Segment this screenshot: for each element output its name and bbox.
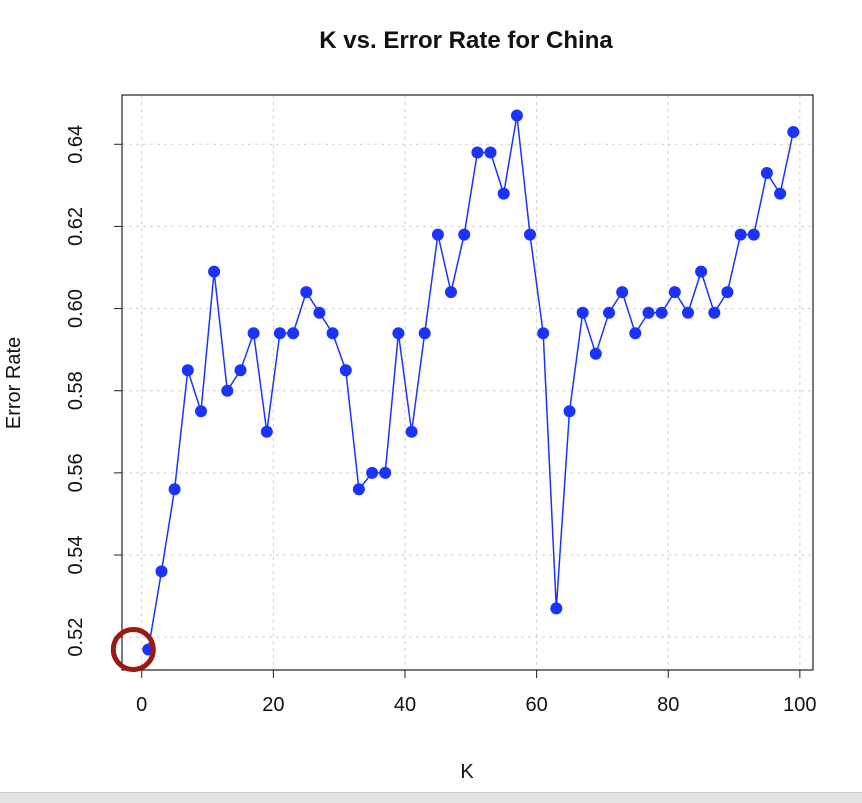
y-tick-label: 0.58 (65, 371, 87, 410)
data-point (603, 306, 615, 319)
data-point (695, 265, 708, 278)
axes: 0 20 40 60 80 100 0.52 0.54 0.56 0.58 0.60 0.62 0.64 (65, 94, 817, 716)
data-point (629, 327, 642, 340)
y-tick-label: 0.64 (65, 125, 87, 164)
highlight-circle-annotation (110, 627, 156, 672)
data-point (431, 228, 444, 241)
data-point (300, 286, 313, 299)
x-tick-label: 80 (657, 694, 679, 716)
data-point (747, 228, 760, 241)
y-tick-label: 0.62 (65, 207, 87, 246)
data-point (708, 306, 721, 319)
data-point (326, 327, 339, 340)
data-point (510, 109, 523, 122)
data-point (774, 187, 787, 200)
data-point (721, 286, 734, 299)
data-point (195, 405, 207, 418)
data-point (168, 483, 181, 496)
data-point (392, 327, 405, 340)
plot-frame (121, 94, 814, 671)
data-point (524, 228, 536, 241)
y-tick-label: 0.54 (65, 536, 87, 575)
data-point (576, 306, 589, 319)
data-point (642, 306, 655, 319)
chart-title: K vs. Error Rate for China (319, 27, 613, 54)
y-axis-label: Error Rate (3, 337, 25, 429)
bottom-edge-strip (0, 792, 862, 803)
series-line (147, 115, 795, 650)
data-point (208, 265, 221, 278)
data-point (471, 146, 484, 159)
data-point (155, 565, 168, 578)
data-points (142, 109, 800, 656)
data-point (221, 384, 234, 397)
data-point (668, 286, 681, 299)
data-point (497, 187, 510, 200)
data-point (405, 425, 418, 438)
y-tick-label: 0.56 (65, 453, 87, 492)
data-point (655, 306, 668, 319)
x-axis-label: K (460, 761, 474, 783)
data-point (537, 327, 550, 340)
data-point (563, 405, 576, 418)
data-point (366, 466, 379, 479)
data-point (445, 286, 457, 299)
data-point (181, 364, 194, 377)
data-point (760, 167, 773, 179)
data-point (484, 146, 497, 159)
data-point (379, 466, 392, 479)
y-tick-label: 0.60 (65, 289, 87, 328)
data-point (550, 602, 563, 615)
x-tick-label: 40 (394, 694, 416, 716)
x-tick-label: 20 (262, 694, 284, 716)
data-point (458, 228, 471, 241)
x-tick-label: 60 (525, 694, 547, 716)
data-point (418, 327, 431, 340)
data-point (734, 228, 747, 241)
data-point (616, 286, 629, 299)
data-point (589, 347, 602, 360)
data-point (339, 364, 352, 377)
data-point (682, 306, 694, 319)
data-point (273, 327, 286, 340)
data-point (352, 483, 365, 496)
data-point (234, 364, 247, 377)
x-tick-label: 0 (136, 694, 147, 716)
x-tick-label: 100 (783, 694, 816, 716)
y-tick-label: 0.52 (65, 618, 87, 657)
data-point (260, 425, 273, 438)
data-point (287, 327, 300, 340)
data-point (313, 306, 326, 319)
data-point (247, 327, 260, 340)
data-point (787, 126, 800, 138)
